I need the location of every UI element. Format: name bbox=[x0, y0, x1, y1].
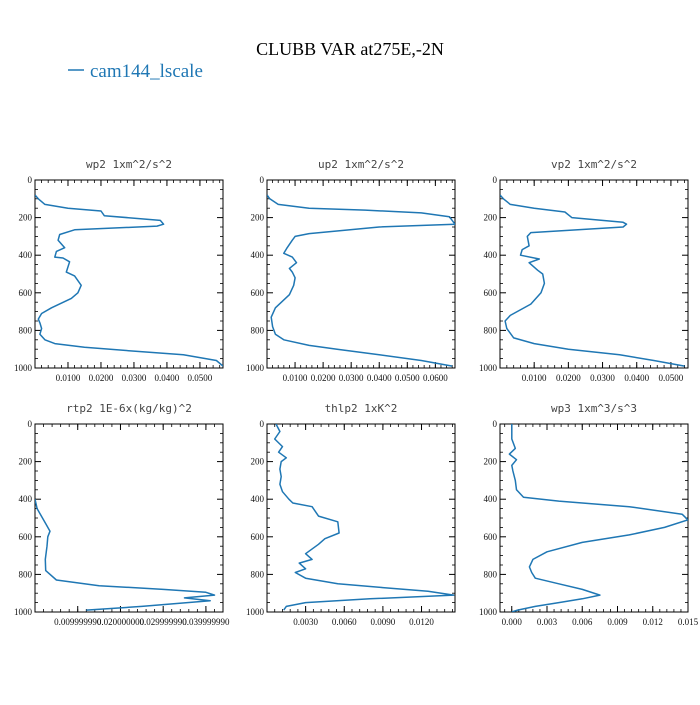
axes-frame bbox=[499, 179, 689, 369]
x-tick-label: 0.0200 bbox=[89, 373, 114, 383]
x-tick-label: 0.012 bbox=[643, 617, 663, 627]
y-tick-label: 800 bbox=[19, 325, 33, 335]
y-tick-label: 600 bbox=[19, 532, 33, 542]
axes-frame bbox=[266, 423, 456, 613]
x-tick-label: 0.0500 bbox=[188, 373, 213, 383]
y-tick-label: 200 bbox=[19, 457, 33, 467]
y-tick-label: 800 bbox=[251, 569, 265, 579]
y-tick-label: 1000 bbox=[14, 363, 33, 373]
x-tick-label: 0.0100 bbox=[56, 373, 81, 383]
y-tick-label: 0 bbox=[493, 175, 498, 185]
x-tick-label: 0.0400 bbox=[367, 373, 392, 383]
series-line bbox=[35, 194, 223, 367]
x-tick-label: 0.039999990 bbox=[182, 617, 230, 627]
x-tick-label: 0.0030 bbox=[293, 617, 318, 627]
subplot-3: vp2 1xm^2/s^2 0 200 400 600 800 1000 0.0100 0.02… bbox=[479, 158, 689, 383]
x-tick-label: 0.0500 bbox=[659, 373, 684, 383]
x-tick-label: 0.029999990 bbox=[140, 617, 188, 627]
subplot-6: wp3 1xm^3/s^3 0 200 400 600 800 1000 0.000 0.003… bbox=[479, 402, 699, 627]
y-tick-label: 800 bbox=[251, 325, 265, 335]
x-tick-label: 0.0120 bbox=[409, 617, 434, 627]
y-tick-label: 600 bbox=[251, 288, 265, 298]
axes-frame bbox=[34, 423, 224, 613]
subplot-title: wp2 1xm^2/s^2 bbox=[86, 158, 172, 171]
axes-frame bbox=[34, 179, 224, 369]
axes-frame bbox=[266, 179, 456, 369]
y-tick-label: 400 bbox=[251, 250, 265, 260]
y-tick-label: 1000 bbox=[246, 607, 265, 617]
subplot-2: up2 1xm^2/s^2 0 200 400 600 800 1000 0.0100 0.02… bbox=[246, 158, 456, 383]
y-tick-label: 600 bbox=[251, 532, 265, 542]
x-tick-label: 0.0400 bbox=[624, 373, 649, 383]
y-tick-label: 200 bbox=[251, 457, 265, 467]
y-tick-label: 200 bbox=[19, 213, 33, 223]
x-tick-label: 0.0060 bbox=[332, 617, 357, 627]
y-tick-label: 800 bbox=[484, 569, 498, 579]
y-tick-label: 1000 bbox=[14, 607, 33, 617]
subplot-1: wp2 1xm^2/s^2 0 200 400 600 800 1000 0.0100 0.02… bbox=[14, 158, 224, 383]
x-tick-label: 0.0300 bbox=[590, 373, 615, 383]
x-tick-label: 0.0300 bbox=[339, 373, 364, 383]
legend-label: cam144_lscale bbox=[90, 61, 203, 82]
x-tick-label: 0.009 bbox=[607, 617, 628, 627]
subplot-4: rtp2 1E-6x(kg/kg)^2 0 200 400 600 800 1000 0.00… bbox=[14, 402, 230, 627]
axes-frame bbox=[499, 423, 689, 613]
x-tick-label: 0.0200 bbox=[556, 373, 581, 383]
x-tick-label: 0.000 bbox=[502, 617, 523, 627]
y-tick-label: 200 bbox=[251, 213, 265, 223]
x-tick-label: 0.006 bbox=[572, 617, 593, 627]
x-tick-label: 0.0500 bbox=[395, 373, 420, 383]
x-tick-label: 0.0200 bbox=[311, 373, 336, 383]
series-line bbox=[500, 194, 685, 367]
y-tick-label: 0 bbox=[260, 175, 265, 185]
subplot-5: thlp2 1xK^2 0 200 400 600 800 1000 0.0030 0.0060… bbox=[246, 402, 456, 627]
x-tick-label: 0.003 bbox=[537, 617, 558, 627]
y-tick-label: 1000 bbox=[246, 363, 265, 373]
x-tick-label: 0.0100 bbox=[522, 373, 547, 383]
y-tick-label: 0 bbox=[493, 419, 498, 429]
figure-title: CLUBB VAR at275E,-2N bbox=[256, 39, 444, 59]
x-tick-label: 0.0100 bbox=[283, 373, 308, 383]
y-tick-label: 400 bbox=[251, 494, 265, 504]
y-tick-label: 400 bbox=[19, 250, 33, 260]
y-tick-label: 0 bbox=[28, 419, 33, 429]
x-tick-label: 0.0600 bbox=[423, 373, 448, 383]
y-tick-label: 400 bbox=[484, 494, 498, 504]
series-line bbox=[35, 499, 216, 611]
y-tick-label: 800 bbox=[19, 569, 33, 579]
x-tick-label: 0.015 bbox=[678, 617, 699, 627]
y-tick-label: 800 bbox=[484, 325, 498, 335]
y-tick-label: 400 bbox=[19, 494, 33, 504]
y-tick-label: 600 bbox=[484, 288, 498, 298]
x-tick-label: 0.0400 bbox=[155, 373, 180, 383]
subplot-title: rtp2 1E-6x(kg/kg)^2 bbox=[66, 402, 192, 415]
series-line bbox=[267, 194, 455, 367]
x-tick-label: 0.0300 bbox=[122, 373, 147, 383]
subplot-title: wp3 1xm^3/s^3 bbox=[551, 402, 637, 415]
y-tick-label: 600 bbox=[19, 288, 33, 298]
subplot-title: vp2 1xm^2/s^2 bbox=[551, 158, 637, 171]
x-tick-label: 0.009999990 bbox=[54, 617, 102, 627]
subplot-title: up2 1xm^2/s^2 bbox=[318, 158, 404, 171]
series-line bbox=[273, 424, 455, 611]
y-tick-label: 200 bbox=[484, 457, 498, 467]
x-tick-label: 0.020000000 bbox=[97, 617, 145, 627]
legend: cam144_lscale bbox=[68, 61, 203, 82]
y-tick-label: 600 bbox=[484, 532, 498, 542]
y-tick-label: 0 bbox=[260, 419, 265, 429]
subplot-title: thlp2 1xK^2 bbox=[325, 402, 398, 415]
y-tick-label: 1000 bbox=[479, 363, 498, 373]
series-line bbox=[508, 424, 688, 612]
y-tick-label: 400 bbox=[484, 250, 498, 260]
y-tick-label: 0 bbox=[28, 175, 33, 185]
x-tick-label: 0.0090 bbox=[371, 617, 396, 627]
y-tick-label: 1000 bbox=[479, 607, 498, 617]
y-tick-label: 200 bbox=[484, 213, 498, 223]
